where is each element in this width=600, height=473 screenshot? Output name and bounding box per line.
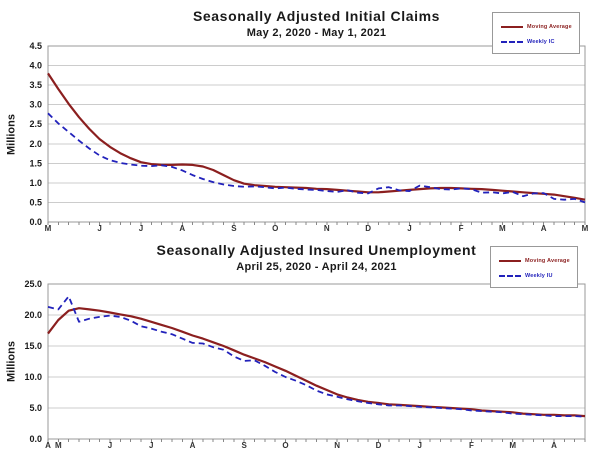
y-tick-label: 3.0 [29,100,42,110]
x-tick-label: A [45,441,51,450]
x-tick-label: S [231,224,237,233]
y-tick-label: 25.0 [24,279,42,289]
x-tick-label: J [418,441,422,450]
chart2-subtitle: April 25, 2020 - April 24, 2021 [236,261,397,273]
y-tick-label: 2.0 [29,139,42,149]
x-tick-label: M [582,224,589,233]
y-tick-label: 1.0 [29,178,42,188]
x-tick-label: J [139,224,143,233]
x-tick-label: J [407,224,411,233]
x-tick-label: A [551,441,557,450]
x-tick-label: O [272,224,278,233]
y-tick-label: 4.5 [29,41,42,51]
plot-border [47,283,586,440]
weekly-line [47,112,586,204]
x-tick-label: J [108,441,112,450]
legend-label-weekly: Weekly IC [527,38,555,45]
y-tick-label: 20.0 [24,310,42,320]
x-tick-label: A [179,224,185,233]
plot-border [47,45,586,223]
x-tick-label: F [469,441,474,450]
y-tick-label: 3.5 [29,80,42,90]
legend-row-moving-average: Moving Average [499,253,577,268]
legend-label-moving-average: Moving Average [525,257,570,264]
x-tick-label: O [282,441,288,450]
moving-average-line [47,72,586,201]
legend-row-weekly: Weekly IU [499,268,577,283]
chart1-legend: Moving Average Weekly IC [492,12,580,54]
chart2-y-axis-title: Millions [5,341,18,382]
legend-label-weekly: Weekly IU [525,272,553,279]
x-tick-label: S [242,441,248,450]
y-tick-label: 1.5 [29,158,42,168]
y-tick-label: 5.0 [29,403,42,413]
x-tick-label: M [509,441,516,450]
x-tick-label: J [149,441,153,450]
y-tick-label: 0.0 [29,217,42,227]
chart1-y-axis-title: Millions [5,114,18,155]
y-tick-label: 10.0 [24,372,42,382]
x-tick-label: M [45,224,52,233]
x-tick-label: F [459,224,464,233]
x-tick-label: N [334,441,340,450]
x-tick-label: M [55,441,62,450]
weekly-line-sample [501,40,523,43]
y-tick-label: 15.0 [24,341,42,351]
x-tick-label: M [499,224,506,233]
chart1-title: Seasonally Adjusted Initial Claims [192,8,441,24]
weekly-line-sample [499,274,521,277]
y-tick-label: 4.0 [29,61,42,71]
x-tick-label: A [190,441,196,450]
chart1-subtitle: May 2, 2020 - May 1, 2021 [246,27,387,39]
x-tick-label: N [324,224,330,233]
y-tick-label: 0.5 [29,197,42,207]
moving-average-line [47,307,586,418]
x-tick-label: A [541,224,547,233]
moving-average-line-sample [499,259,521,262]
x-tick-label: D [365,224,371,233]
x-tick-label: J [97,224,101,233]
chart2-title: Seasonally Adjusted Insured Unemployment [156,242,477,258]
chart2-legend: Moving Average Weekly IU [490,246,578,288]
moving-average-line-sample [501,25,523,28]
x-tick-label: D [376,441,382,450]
legend-label-moving-average: Moving Average [527,23,572,30]
y-tick-label: 0.0 [29,434,42,444]
weekly-line [47,295,586,418]
y-tick-label: 2.5 [29,119,42,129]
legend-row-moving-average: Moving Average [501,19,579,34]
legend-row-weekly: Weekly IC [501,34,579,49]
